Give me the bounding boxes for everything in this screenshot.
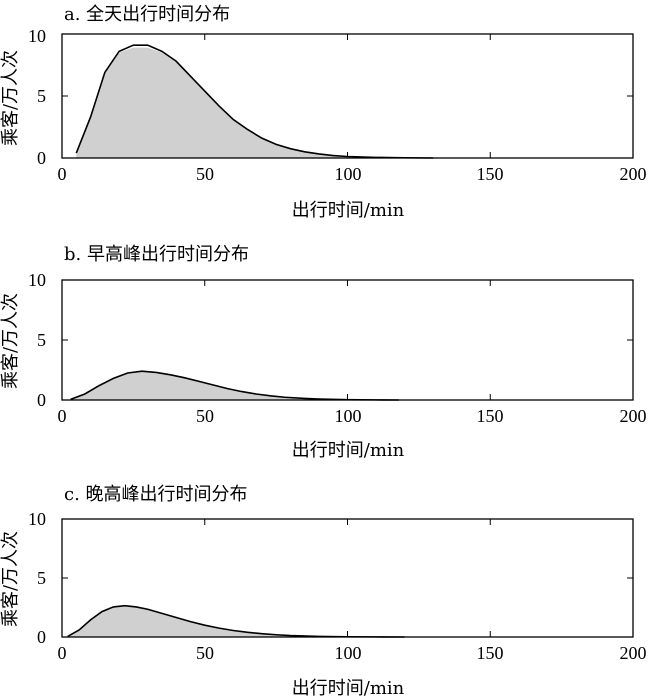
panel-c: c. 晚高峰出行时间分布 乘客/万人次 0 50 100 150 200 0 5…	[0, 484, 647, 699]
panel-c-histogram-area	[67, 606, 405, 637]
panel-a-y-tick-10: 10	[28, 26, 46, 46]
panel-c-y-ticks: 0 5 10	[28, 509, 46, 647]
panel-b-x-axis-label: 出行时间/min	[292, 440, 405, 461]
panel-a: a. 全天出行时间分布 乘客/万人次 0 50 100 150 200 0 5 …	[0, 4, 647, 221]
panel-b-fit-curve	[70, 370, 399, 401]
panel-c-y-tick-5: 5	[37, 568, 46, 588]
panel-b-y-ticks: 0 5 10	[28, 270, 46, 410]
panel-a-histogram-area	[76, 47, 434, 158]
panel-c-x-tick-150: 150	[477, 643, 504, 663]
panel-c-x-tick-50: 50	[196, 643, 214, 663]
panel-a-x-tick-50: 50	[196, 164, 214, 184]
panel-b-axes-frame	[61, 279, 634, 401]
panel-c-title: c. 晚高峰出行时间分布	[64, 484, 248, 505]
panel-a-y-ticks: 0 5 10	[28, 26, 46, 168]
panel-a-y-axis-label: 乘客/万人次	[0, 50, 21, 146]
panel-b-histogram-area	[70, 371, 399, 400]
panel-a-x-tick-150: 150	[477, 164, 504, 184]
panel-b-y-tick-0: 0	[37, 390, 46, 410]
panel-a-fit-curve	[75, 44, 434, 159]
panel-b-y-tick-5: 5	[37, 330, 46, 350]
panel-c-y-tick-0: 0	[37, 627, 46, 647]
panel-b-x-tick-50: 50	[196, 406, 214, 426]
panel-b-x-ticks: 0 50 100 150 200	[58, 406, 647, 426]
panel-b-x-tick-0: 0	[58, 406, 67, 426]
panel-a-x-ticks: 0 50 100 150 200	[58, 164, 647, 184]
panel-a-axes-frame	[61, 33, 634, 159]
panel-b-x-tick-100: 100	[335, 406, 362, 426]
panel-b-plot	[61, 279, 634, 401]
panel-a-x-tick-0: 0	[58, 164, 67, 184]
panel-c-x-tick-200: 200	[620, 643, 647, 663]
panel-c-plot	[61, 518, 634, 638]
panel-c-y-axis-label: 乘客/万人次	[0, 531, 21, 627]
panel-c-axes-frame	[61, 518, 634, 638]
panel-b-x-tick-150: 150	[477, 406, 504, 426]
panel-a-y-tick-0: 0	[37, 148, 46, 168]
panel-c-fit-curve	[67, 604, 405, 638]
panel-a-y-tick-5: 5	[37, 86, 46, 106]
panel-a-title: a. 全天出行时间分布	[64, 4, 230, 25]
panel-b-title: b. 早高峰出行时间分布	[64, 244, 249, 265]
panel-b: b. 早高峰出行时间分布 乘客/万人次 0 50 100 150 200 0 5…	[0, 244, 647, 461]
panel-a-x-axis-label: 出行时间/min	[292, 200, 405, 221]
panel-b-y-tick-10: 10	[28, 270, 46, 290]
panel-c-y-tick-10: 10	[28, 509, 46, 529]
panel-c-x-ticks: 0 50 100 150 200	[58, 643, 647, 663]
panel-c-x-axis-label: 出行时间/min	[292, 678, 405, 699]
panel-b-x-tick-200: 200	[620, 406, 647, 426]
panel-c-x-tick-100: 100	[335, 643, 362, 663]
panel-a-x-tick-100: 100	[335, 164, 362, 184]
panel-c-x-tick-0: 0	[58, 643, 67, 663]
panel-b-y-axis-label: 乘客/万人次	[0, 293, 21, 389]
panel-a-plot	[61, 33, 634, 159]
panel-a-x-tick-200: 200	[620, 164, 647, 184]
